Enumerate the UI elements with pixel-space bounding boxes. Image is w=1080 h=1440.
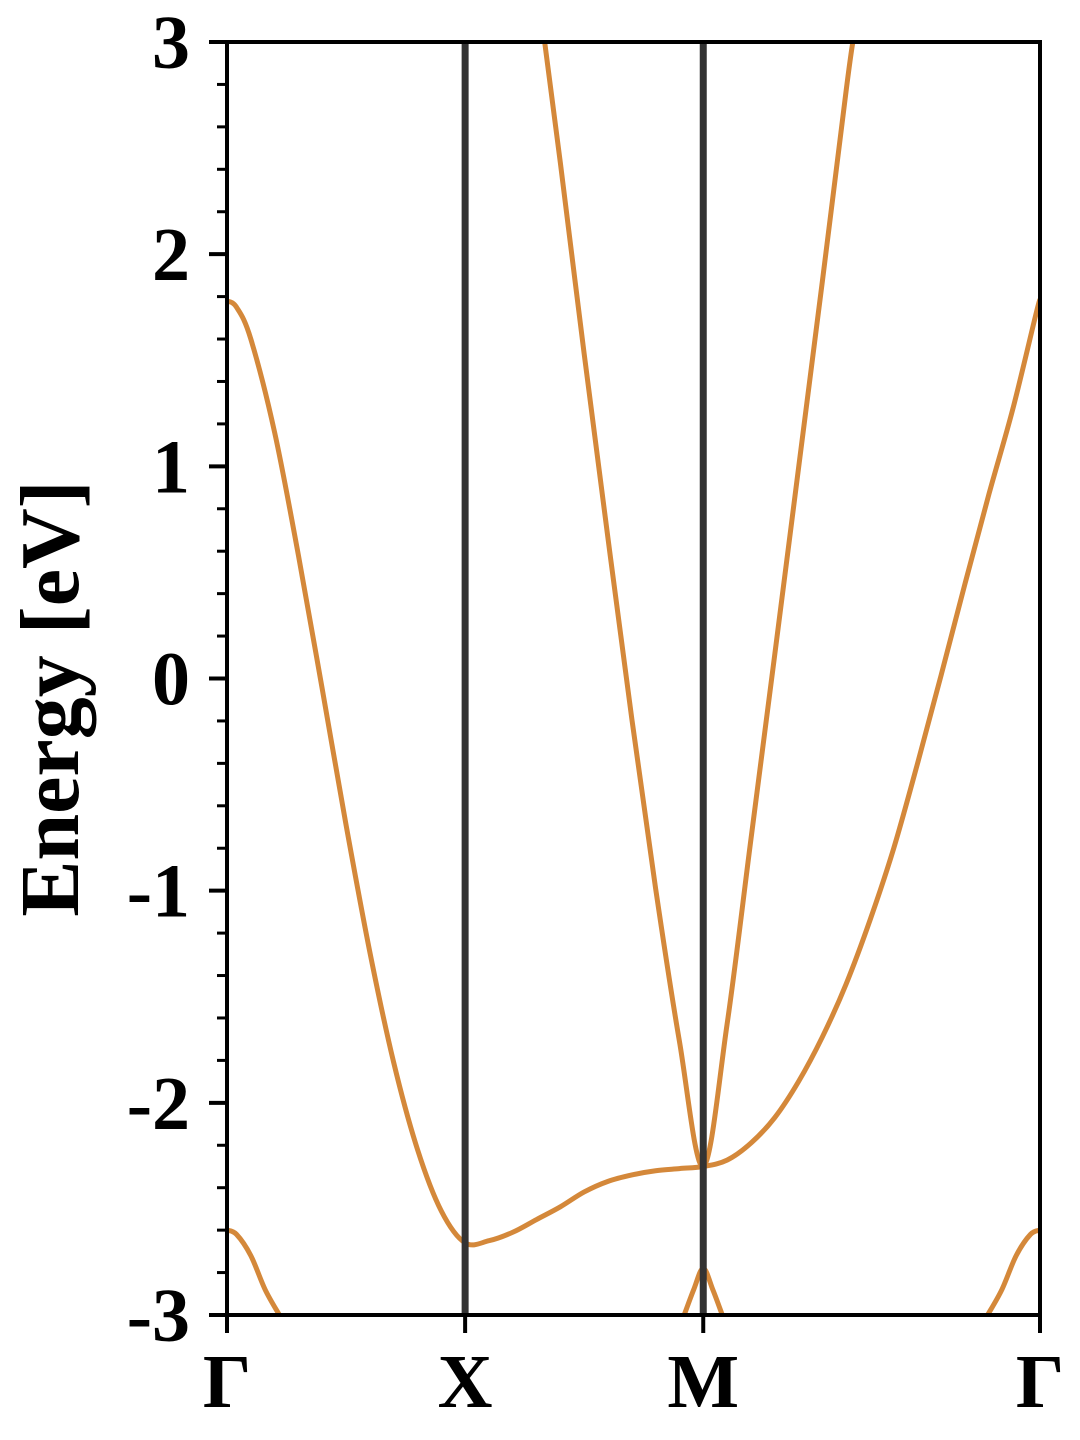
y-tick-label: 1 <box>152 425 190 509</box>
band-line-2 <box>542 42 856 1169</box>
x-tick-label: X <box>438 1340 493 1424</box>
high-symmetry-lines <box>461 42 707 1315</box>
axis-ticks <box>209 40 1042 1333</box>
band-line-5 <box>985 1227 1040 1315</box>
y-tick-label: -2 <box>127 1062 190 1146</box>
x-tick-label: Γ <box>203 1340 251 1424</box>
band-line-1 <box>227 297 1040 1248</box>
y-tick-label: 3 <box>152 1 190 85</box>
x-tick-label: M <box>667 1340 739 1424</box>
y-tick-label: 2 <box>152 213 190 297</box>
x-tick-label: Γ <box>1016 1340 1064 1424</box>
band-line-3 <box>227 1227 282 1315</box>
y-axis-label: Energy [eV] <box>4 480 97 916</box>
y-tick-labels: 3 2 1 0 -1 -2 -3 <box>127 1 190 1358</box>
plot-frame <box>225 40 1042 1317</box>
y-tick-label: 0 <box>152 638 190 722</box>
bands-layer <box>227 42 1040 1315</box>
y-tick-label: -1 <box>127 850 190 934</box>
y-tick-label: -3 <box>127 1274 190 1358</box>
